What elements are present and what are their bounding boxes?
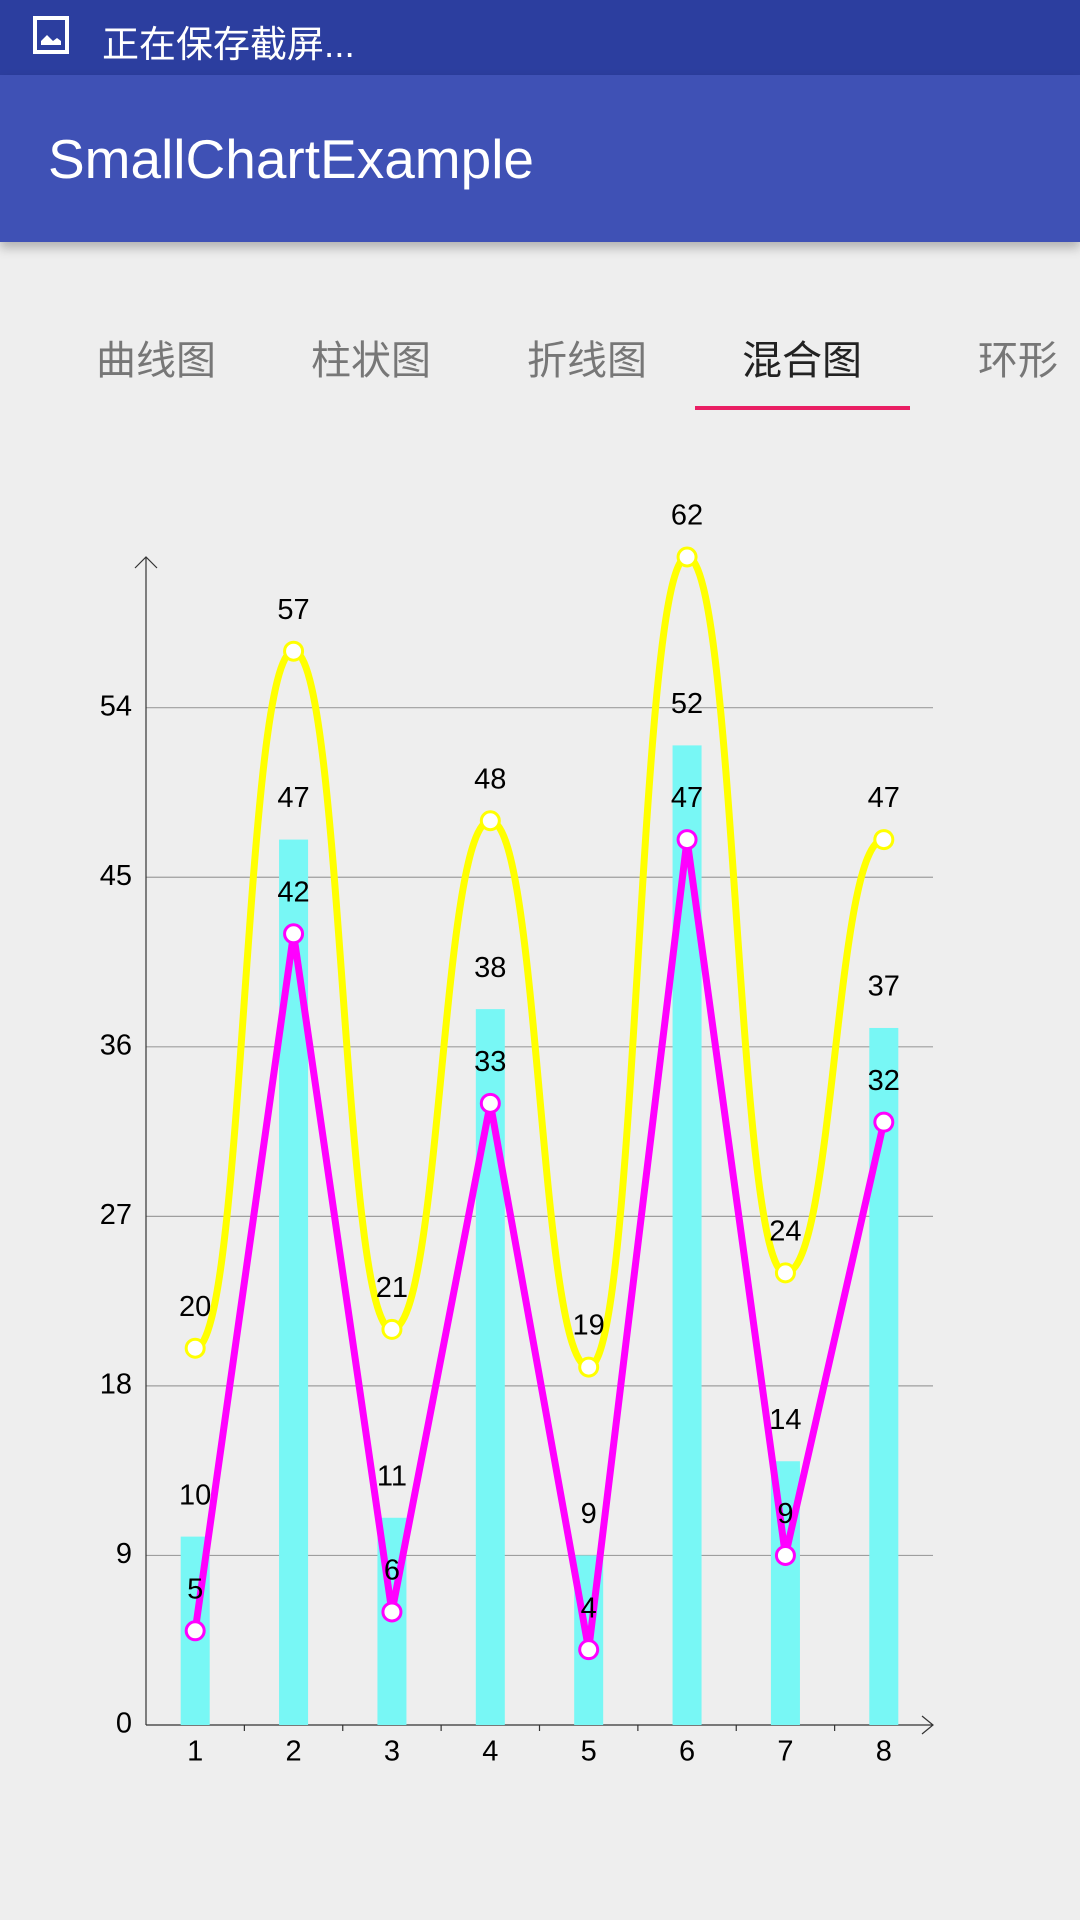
point [479,810,501,832]
y-tick-label: 36 [100,1029,132,1061]
x-tick-label: 6 [679,1736,695,1768]
value-label: 19 [573,1310,605,1342]
value-label: 10 [179,1479,211,1511]
x-tick-label: 7 [777,1736,793,1768]
tab-indicator [695,406,910,410]
value-label: 47 [671,782,703,814]
value-label: 11 [377,1460,407,1492]
value-label: 5 [187,1573,203,1605]
value-label: 47 [277,782,309,814]
status-bar: 正在保存截屏... [0,0,1080,75]
x-tick-label: 5 [581,1736,597,1768]
x-axis-arrow [921,1715,934,1735]
point [578,1356,600,1378]
point [184,1620,206,1642]
line [191,836,888,1654]
value-label: 57 [277,594,309,626]
y-tick-label: 45 [100,860,132,892]
value-label: 32 [868,1065,900,1097]
value-label: 47 [868,782,900,814]
point [479,1092,501,1114]
y-tick-label: 54 [100,690,132,722]
x-tick-label: 2 [285,1736,301,1768]
x-tick-label: 3 [384,1736,400,1768]
value-label: 14 [769,1404,801,1436]
y-tick-label: 18 [100,1369,132,1401]
value-label: 20 [179,1291,211,1323]
value-label: 37 [868,971,900,1003]
point [676,546,698,568]
point [873,1111,895,1133]
point [381,1601,403,1623]
point [184,1337,206,1359]
tab-bar: 曲线图 柱状图 折线图 混合图 环形 [0,310,1080,410]
bar [279,839,309,1725]
point [676,829,698,851]
x-tick-label: 8 [876,1736,892,1768]
app-bar: SmallChartExample [0,75,1080,242]
tab[interactable]: 折线图 [527,339,647,383]
x-tick-label: 1 [187,1736,203,1768]
value-label: 24 [769,1216,801,1248]
bar [869,1027,899,1725]
value-label: 4 [581,1592,597,1624]
point [774,1262,796,1284]
value-label: 52 [671,688,703,720]
value-label: 33 [474,1046,506,1078]
point [381,1318,403,1340]
tab[interactable]: 混合图 [742,339,862,383]
value-label: 62 [671,500,703,532]
app-title: SmallChartExample [48,128,535,190]
tab[interactable]: 环形 [978,339,1058,383]
y-tick-label: 0 [116,1708,132,1740]
tab[interactable]: 柱状图 [311,339,431,383]
point [283,923,305,945]
x-tick-label: 4 [482,1736,498,1768]
point [578,1639,600,1661]
value-label: 9 [777,1498,793,1530]
value-label: 6 [384,1555,400,1587]
value-label: 21 [376,1272,408,1304]
point [873,829,895,851]
value-label: 48 [474,763,506,795]
value-label: 42 [277,876,309,908]
point [283,640,305,662]
bar [475,1009,505,1725]
screenshot-icon [33,16,69,54]
value-label: 38 [474,952,506,984]
y-tick-label: 9 [116,1538,132,1570]
curve [193,553,885,1371]
tab[interactable]: 曲线图 [96,339,216,383]
y-tick-label: 27 [100,1199,132,1231]
y-axis-arrow [134,556,158,569]
status-text: 正在保存截屏... [102,24,355,65]
point [774,1544,796,1566]
value-label: 9 [581,1498,597,1530]
